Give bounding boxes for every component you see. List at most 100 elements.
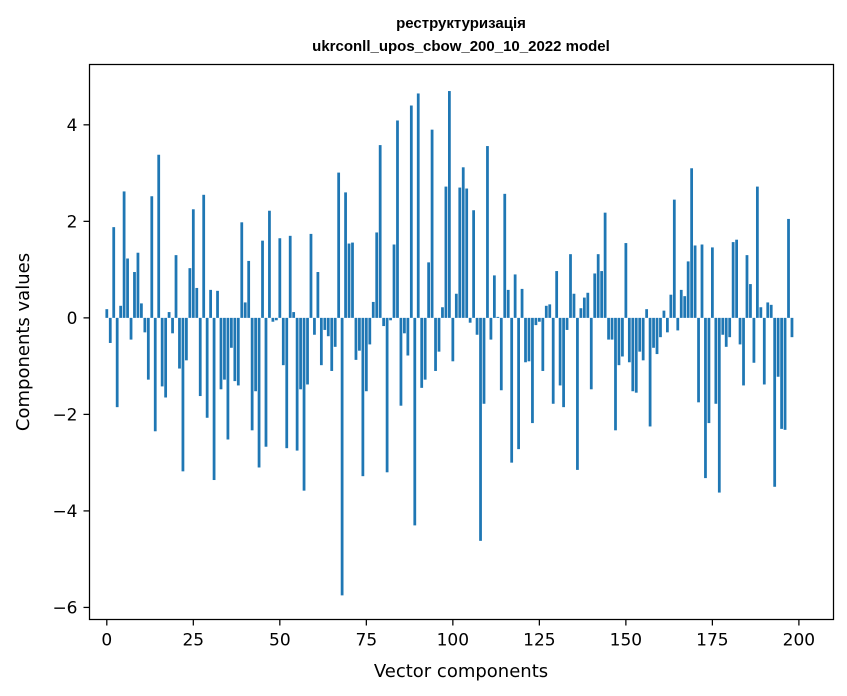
bar-159 (655, 317, 659, 355)
bar-175 (711, 247, 714, 318)
bar-95 (434, 317, 437, 371)
bar-145 (607, 317, 610, 340)
bar-182 (735, 239, 738, 318)
bar-31 (212, 317, 216, 481)
bar-60 (313, 317, 316, 335)
bar-36 (229, 317, 233, 348)
bar-137 (579, 308, 583, 318)
bar-126 (541, 317, 545, 371)
bar-11 (143, 317, 147, 333)
bar-69 (344, 192, 347, 318)
bar-98 (444, 186, 448, 318)
bar-1 (108, 317, 112, 343)
bar-47 (268, 210, 271, 318)
bar-41 (247, 260, 251, 318)
bar-86 (403, 317, 406, 334)
bar-142 (596, 254, 600, 318)
bar-45 (261, 240, 264, 318)
bar-20 (174, 255, 178, 318)
bar-63 (323, 317, 327, 330)
bar-64 (326, 317, 330, 337)
y-axis-label: Components values (13, 253, 34, 431)
bar-160 (659, 317, 662, 338)
bar-192 (769, 304, 773, 318)
bar-96 (437, 317, 441, 352)
bar-152 (631, 317, 635, 392)
bar-191 (766, 302, 770, 318)
bar-174 (707, 317, 711, 424)
bar-56 (299, 317, 302, 390)
bar-39 (240, 222, 244, 318)
bar-15 (157, 154, 161, 318)
bar-172 (700, 244, 704, 318)
x-axis-label: Vector components (374, 661, 548, 682)
bar-141 (593, 273, 597, 318)
bar-177 (717, 317, 721, 493)
bar-91 (420, 317, 424, 388)
bar-17 (164, 317, 168, 398)
bar-9 (136, 252, 140, 318)
chart-title-line-2: ukrconll_upos_cbow_200_10_2022 model (312, 38, 610, 55)
bar-33 (219, 317, 223, 390)
x-tick-label: 200 (783, 631, 815, 651)
bar-197 (787, 218, 790, 318)
bar-46 (264, 317, 268, 447)
bar-89 (413, 317, 417, 526)
bar-178 (721, 317, 725, 335)
bar-144 (603, 212, 607, 318)
bar-119 (517, 317, 520, 450)
bar-104 (465, 188, 469, 318)
bar-195 (780, 317, 783, 429)
bar-14 (153, 317, 157, 432)
bar-97 (441, 307, 444, 318)
bar-171 (697, 317, 700, 403)
bar-58 (306, 317, 309, 385)
bar-122 (527, 317, 531, 362)
bar-117 (510, 317, 514, 463)
bar-65 (330, 317, 334, 371)
bar-77 (371, 301, 375, 318)
bar-49 (274, 317, 278, 321)
bar-87 (406, 317, 410, 356)
bar-18 (167, 312, 171, 318)
bar-180 (728, 317, 732, 338)
bar-93 (427, 262, 431, 318)
bar-161 (662, 310, 666, 318)
bar-92 (423, 317, 427, 380)
bar-112 (492, 275, 496, 318)
bar-52 (285, 317, 289, 449)
bar-189 (759, 307, 763, 318)
bar-181 (731, 242, 735, 318)
bar-128 (548, 304, 552, 318)
bar-167 (683, 296, 687, 318)
bar-131 (558, 317, 562, 386)
bar-115 (503, 193, 507, 318)
bar-101 (454, 293, 458, 318)
bar-186 (749, 284, 752, 318)
bar-16 (160, 317, 164, 387)
bar-82 (389, 317, 392, 321)
bar-168 (686, 261, 690, 318)
bar-194 (776, 317, 780, 377)
bar-125 (537, 317, 541, 322)
bar-29 (205, 317, 209, 418)
bar-138 (582, 297, 586, 318)
bar-158 (652, 317, 655, 348)
bar-27 (198, 317, 202, 397)
x-tick-label: 25 (182, 631, 204, 651)
bar-150 (624, 243, 628, 318)
x-tick-label: 125 (523, 631, 555, 651)
x-tick-label: 175 (696, 631, 728, 651)
bar-84 (396, 120, 399, 318)
bar-109 (482, 317, 486, 404)
bar-3 (115, 317, 119, 408)
chart-title-line-1: реструктуризація (396, 15, 526, 32)
bar-155 (641, 317, 645, 361)
bar-139 (586, 292, 590, 318)
bar-196 (783, 317, 787, 430)
bar-190 (762, 317, 766, 385)
bar-193 (773, 317, 777, 487)
bar-28 (202, 194, 206, 318)
bar-111 (489, 317, 493, 340)
bar-61 (316, 272, 320, 318)
